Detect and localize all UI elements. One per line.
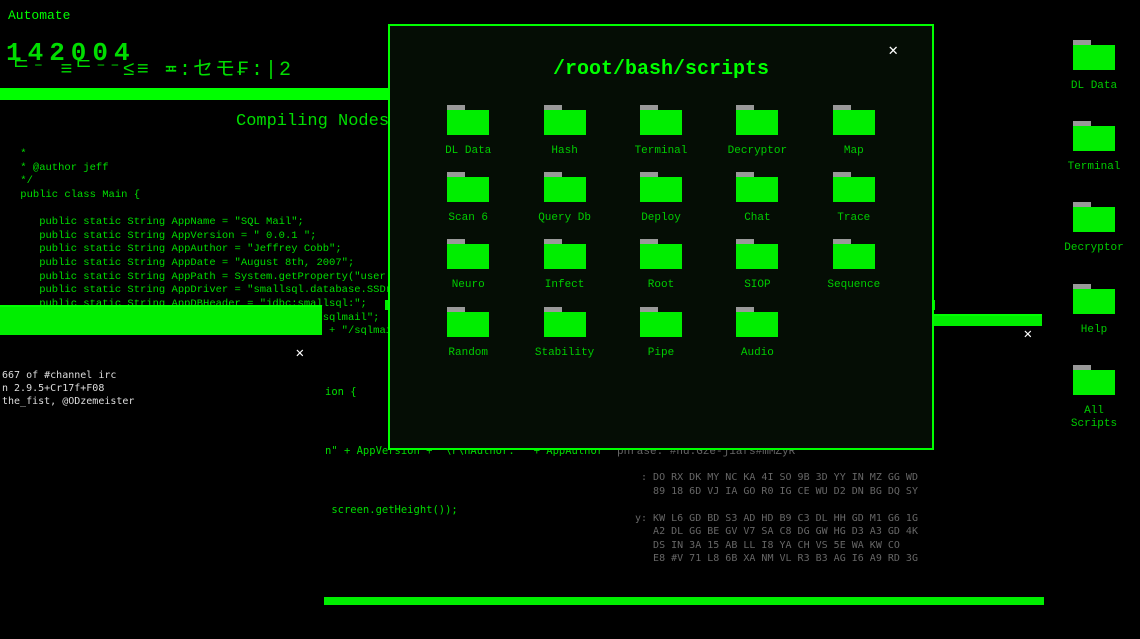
title-bar bbox=[0, 88, 388, 100]
folder-label: Audio bbox=[741, 347, 774, 360]
close-icon[interactable]: ✕ bbox=[888, 40, 898, 60]
folder-item[interactable]: Hash bbox=[516, 105, 612, 158]
folder-item[interactable]: Root bbox=[613, 239, 709, 292]
desktop-folder-label: All Scripts bbox=[1058, 405, 1130, 431]
desktop-folder-label: Terminal bbox=[1068, 161, 1121, 174]
folder-icon bbox=[447, 105, 489, 135]
desktop-folder[interactable]: Decryptor bbox=[1064, 202, 1123, 255]
folder-item[interactable]: SIOP bbox=[709, 239, 805, 292]
folder-item[interactable]: Terminal bbox=[613, 105, 709, 158]
desktop-folder[interactable]: Help bbox=[1073, 284, 1115, 337]
irc-window: ✕ 667 of #channel irc n 2.9.5+Cr17f+F08 … bbox=[0, 305, 322, 639]
folder-icon bbox=[544, 172, 586, 202]
desktop-folder-label: DL Data bbox=[1071, 80, 1117, 93]
folder-item[interactable]: Scan 6 bbox=[420, 172, 516, 225]
folder-label: Terminal bbox=[635, 145, 688, 158]
irc-log: 667 of #channel irc n 2.9.5+Cr17f+F08 th… bbox=[2, 369, 134, 408]
folder-icon bbox=[447, 307, 489, 337]
folder-item[interactable]: Trace bbox=[806, 172, 902, 225]
folder-icon bbox=[1073, 284, 1115, 314]
folder-icon bbox=[736, 172, 778, 202]
folder-label: Sequence bbox=[827, 279, 880, 292]
folder-label: SIOP bbox=[744, 279, 770, 292]
folder-label: Trace bbox=[837, 212, 870, 225]
folder-icon bbox=[544, 307, 586, 337]
folder-item[interactable]: Random bbox=[420, 307, 516, 360]
folder-icon bbox=[640, 307, 682, 337]
folder-label: Deploy bbox=[641, 212, 681, 225]
folder-icon bbox=[447, 239, 489, 269]
dialog-path: /root/bash/scripts bbox=[390, 58, 932, 81]
folder-icon bbox=[447, 172, 489, 202]
folder-label: Chat bbox=[744, 212, 770, 225]
folder-label: Infect bbox=[545, 279, 585, 292]
folder-label: DL Data bbox=[445, 145, 491, 158]
desktop-folder-label: Help bbox=[1081, 324, 1107, 337]
close-icon[interactable]: ✕ bbox=[1024, 326, 1032, 343]
folder-icon bbox=[1073, 121, 1115, 151]
folder-item[interactable]: Chat bbox=[709, 172, 805, 225]
irc-title-bar[interactable] bbox=[0, 307, 322, 335]
folder-icon bbox=[833, 172, 875, 202]
folder-label: Hash bbox=[551, 145, 577, 158]
folder-item[interactable]: Infect bbox=[516, 239, 612, 292]
folder-label: Stability bbox=[535, 347, 594, 360]
folder-icon bbox=[640, 172, 682, 202]
desktop-folder[interactable]: Terminal bbox=[1068, 121, 1121, 174]
folder-grid: DL Data Hash Terminal Decryptor Map Scan 6 Que… bbox=[390, 81, 932, 370]
folder-item[interactable]: Stability bbox=[516, 307, 612, 360]
folder-item[interactable]: DL Data bbox=[420, 105, 516, 158]
desktop-icon-column: DL Data Terminal Decryptor Help All Scripts bbox=[1058, 40, 1130, 431]
folder-item[interactable]: Audio bbox=[709, 307, 805, 360]
folder-label: Map bbox=[844, 145, 864, 158]
folder-item[interactable]: Decryptor bbox=[709, 105, 805, 158]
bottom-divider bbox=[324, 597, 1044, 605]
folder-icon bbox=[736, 307, 778, 337]
desktop-folder-label: Decryptor bbox=[1064, 242, 1123, 255]
folder-label: Random bbox=[448, 347, 488, 360]
folder-label: Query Db bbox=[538, 212, 591, 225]
folder-icon bbox=[833, 239, 875, 269]
folder-item[interactable]: Deploy bbox=[613, 172, 709, 225]
close-icon[interactable]: ✕ bbox=[296, 345, 304, 362]
file-browser-dialog: ✕ /root/bash/scripts DL Data Hash Terminal… bbox=[388, 24, 934, 450]
compiling-heading: Compiling Nodes bbox=[236, 112, 389, 131]
folder-icon bbox=[640, 239, 682, 269]
folder-item[interactable]: Sequence bbox=[806, 239, 902, 292]
hex-dump: : DO RX DK MY NC KA 4I SO 9B 3D YY IN MZ… bbox=[635, 471, 918, 566]
folder-icon bbox=[1073, 40, 1115, 70]
folder-label: Decryptor bbox=[728, 145, 787, 158]
folder-icon bbox=[1073, 365, 1115, 395]
folder-icon bbox=[1073, 202, 1115, 232]
folder-icon bbox=[640, 105, 682, 135]
folder-item[interactable]: Map bbox=[806, 105, 902, 158]
desktop-folder[interactable]: DL Data bbox=[1071, 40, 1117, 93]
desktop-folder[interactable]: All Scripts bbox=[1058, 365, 1130, 431]
folder-item[interactable]: Query Db bbox=[516, 172, 612, 225]
folder-icon bbox=[544, 105, 586, 135]
folder-icon bbox=[833, 105, 875, 135]
folder-label: Pipe bbox=[648, 347, 674, 360]
folder-label: Scan 6 bbox=[448, 212, 488, 225]
glyph-readout: ᄃ⁻ ≡ᄃ⁻⁻≤≡ ≖:セモ₣:|2 bbox=[12, 52, 293, 82]
folder-item[interactable]: Pipe bbox=[613, 307, 709, 360]
folder-item[interactable]: Neuro bbox=[420, 239, 516, 292]
folder-label: Root bbox=[648, 279, 674, 292]
automate-label: Automate bbox=[8, 8, 70, 23]
folder-icon bbox=[544, 239, 586, 269]
folder-icon bbox=[736, 105, 778, 135]
folder-label: Neuro bbox=[452, 279, 485, 292]
folder-icon bbox=[736, 239, 778, 269]
